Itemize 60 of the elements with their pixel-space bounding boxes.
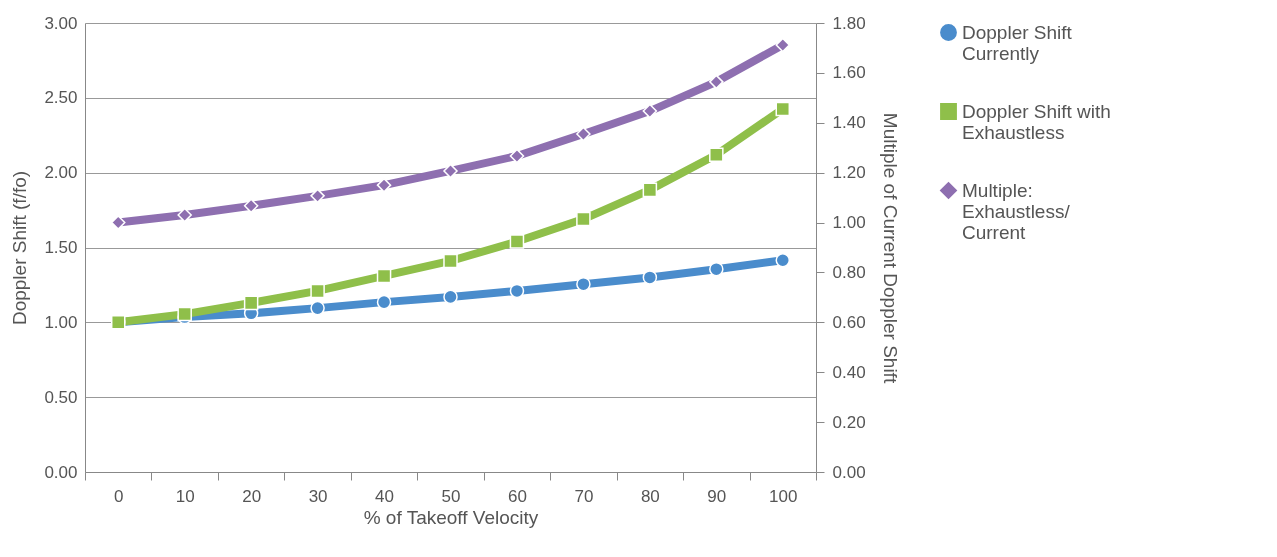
x-tick-label: 0	[113, 486, 124, 506]
point	[775, 37, 791, 53]
point	[177, 207, 192, 223]
point	[509, 234, 525, 249]
x-tick-label: 90	[707, 486, 727, 506]
point	[243, 295, 259, 311]
y-tick-label: 1.50	[44, 238, 78, 257]
y-axis-title: Doppler Shift (f/fo)	[9, 170, 31, 326]
x-tick-label: 80	[640, 486, 660, 506]
point	[110, 215, 126, 230]
x-tick-label: 70	[574, 486, 594, 506]
y-tick-label: 3.00	[44, 13, 78, 33]
y2-tick-label: 1.80	[832, 13, 866, 33]
point	[642, 270, 658, 285]
point	[443, 163, 458, 179]
y2-tick-label: 0.20	[832, 412, 866, 432]
y-tick-label: 0.00	[44, 462, 78, 482]
point	[642, 103, 658, 119]
point	[642, 182, 658, 198]
point	[775, 252, 791, 268]
x-tick-label: 60	[507, 486, 527, 506]
legend-label: Doppler Shift with Exhaustless	[962, 100, 1111, 143]
point	[775, 101, 791, 117]
point	[310, 283, 325, 299]
x-tick-label: 100	[769, 486, 798, 506]
x-tick-label: 50	[441, 486, 461, 506]
legend-label: Multiple: Exhaustless/ Current	[962, 179, 1071, 243]
point	[376, 294, 392, 310]
x-tick-label: 20	[242, 486, 262, 506]
y-tick-label: 0.50	[44, 387, 78, 407]
point	[576, 126, 591, 142]
y2-tick-label: 1.00	[832, 213, 866, 233]
y2-tick-label: 0.60	[832, 312, 866, 332]
point	[310, 188, 325, 204]
point	[509, 148, 525, 164]
point	[310, 300, 325, 316]
y2-tick-label: 0.40	[832, 362, 866, 382]
y2-tick-label: 0.00	[832, 462, 866, 482]
y2-axis-title: Multiple of Current Doppler Shift	[879, 112, 901, 384]
y-tick-label: 2.00	[44, 163, 78, 183]
point	[709, 147, 724, 162]
legend-label: Doppler Shift Currently	[962, 21, 1073, 64]
y-tick-label: 1.00	[44, 312, 78, 332]
y-tick-label: 2.50	[44, 88, 78, 108]
y2-tick-label: 1.60	[832, 63, 866, 83]
point	[576, 211, 591, 227]
y2-tick-label: 0.80	[832, 262, 866, 282]
point	[443, 253, 458, 269]
point	[443, 289, 458, 305]
x-tick-label: 10	[175, 486, 195, 506]
y2-tick-label: 1.40	[832, 113, 866, 133]
point	[709, 261, 724, 277]
x-tick-label: 40	[375, 486, 395, 506]
point	[576, 276, 591, 292]
point	[509, 283, 525, 299]
point	[376, 268, 392, 284]
point	[709, 74, 724, 90]
x-tick-label: 30	[308, 486, 328, 506]
x-axis-title: % of Takeoff Velocity	[363, 506, 539, 528]
y2-tick-label: 1.20	[832, 163, 866, 183]
